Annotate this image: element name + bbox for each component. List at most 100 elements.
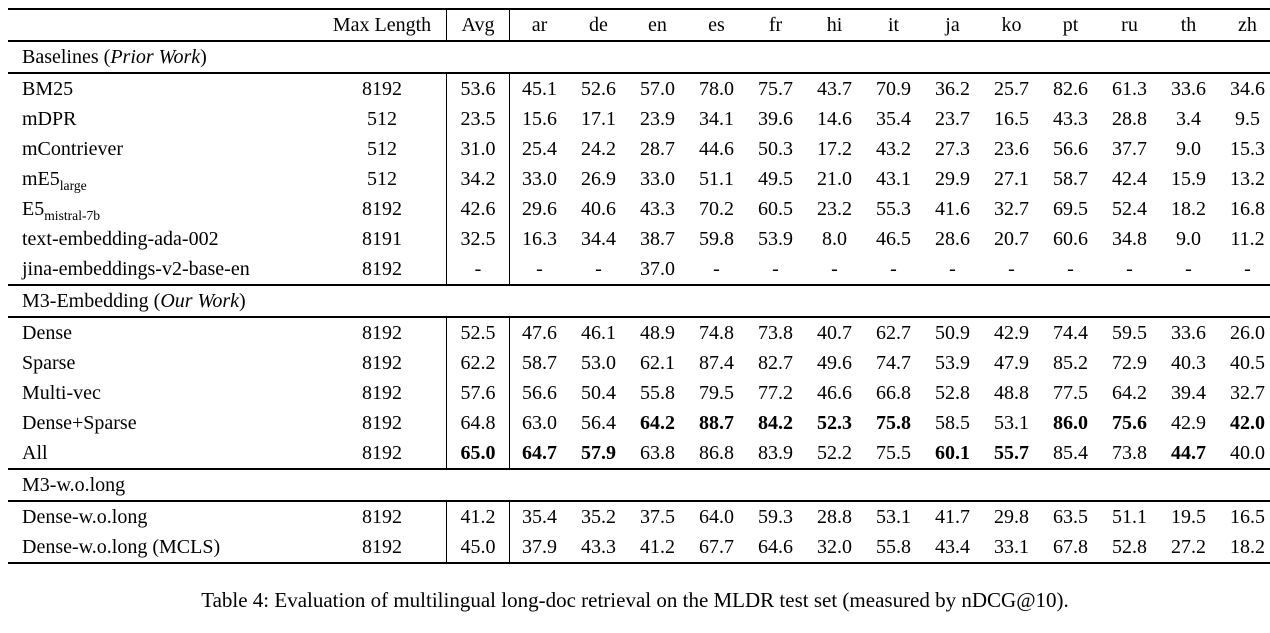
model-name: Multi-vec [22, 382, 101, 404]
score-ko: 23.6 [994, 138, 1029, 160]
score-pt: - [1067, 258, 1074, 280]
score-it: 43.1 [876, 168, 911, 190]
score-ko: 27.1 [994, 168, 1029, 190]
score-pt: 85.2 [1053, 352, 1088, 374]
section-row: M3-w.o.long [8, 469, 1270, 501]
score-pt: 86.0 [1053, 412, 1088, 434]
score-de: 26.9 [581, 168, 616, 190]
model-name: E5mistral-7b [22, 198, 101, 223]
score-ru: 61.3 [1112, 78, 1147, 100]
table-row: Dense-w.o.long (MCLS) 8192 45.0 37.9 43.3 41.… [8, 532, 1270, 563]
score-pt: 63.5 [1053, 506, 1088, 528]
score-ru: 72.9 [1112, 352, 1147, 374]
max-length-value: 512 [367, 108, 397, 130]
score-de: 57.9 [581, 442, 616, 464]
score-th: 33.6 [1171, 78, 1206, 100]
table-header: Max Length Avg ar de en es fr hi it ja ko pt ru th zh [8, 9, 1270, 41]
avg-value: 32.5 [446, 224, 510, 254]
score-ko: 53.1 [994, 412, 1029, 434]
max-length-value: 8192 [362, 258, 402, 280]
score-es: 78.0 [699, 78, 734, 100]
avg-value: 31.0 [446, 134, 510, 164]
max-length-value: 512 [367, 168, 397, 190]
score-fr: 83.9 [758, 442, 793, 464]
score-ko: 25.7 [994, 78, 1029, 100]
score-es: 59.8 [699, 228, 734, 250]
score-de: 50.4 [581, 382, 616, 404]
score-th: 44.7 [1171, 442, 1206, 464]
score-de: 24.2 [581, 138, 616, 160]
score-en: 37.5 [640, 506, 675, 528]
score-en: 57.0 [640, 78, 675, 100]
score-hi: 40.7 [817, 322, 852, 344]
table-row: Dense 8192 52.5 47.6 46.1 48.9 74.8 73.8 40.7 62.… [8, 317, 1270, 348]
score-fr: 84.2 [758, 412, 793, 434]
score-pt: 67.8 [1053, 536, 1088, 558]
score-en: 63.8 [640, 442, 675, 464]
score-fr: - [772, 258, 779, 280]
avg-value: 53.6 [446, 73, 510, 104]
score-ko: 47.9 [994, 352, 1029, 374]
score-it: - [890, 258, 897, 280]
model-name: mDPR [22, 108, 77, 130]
score-ru: 75.6 [1112, 412, 1147, 434]
score-ru: 28.8 [1112, 108, 1147, 130]
col-header-th: th [1180, 14, 1197, 36]
score-fr: 39.6 [758, 108, 793, 130]
col-header-fr: fr [768, 14, 783, 36]
avg-value: - [446, 254, 510, 285]
score-hi: 43.7 [817, 78, 852, 100]
score-pt: 60.6 [1053, 228, 1088, 250]
col-header-ja: ja [945, 14, 960, 36]
score-hi: 8.0 [822, 228, 847, 250]
score-ar: 37.9 [522, 536, 557, 558]
table-row: Sparse 8192 62.2 58.7 53.0 62.1 87.4 82.7 49.6 74… [8, 348, 1270, 378]
score-fr: 59.3 [758, 506, 793, 528]
score-de: 40.6 [581, 198, 616, 220]
score-ko: 42.9 [994, 322, 1029, 344]
score-it: 75.5 [876, 442, 911, 464]
table-row: Dense-w.o.long 8192 41.2 35.4 35.2 37.5 64.0 59… [8, 501, 1270, 532]
score-es: 87.4 [699, 352, 734, 374]
score-th: 9.0 [1176, 138, 1201, 160]
score-zh: 15.3 [1230, 138, 1265, 160]
score-es: 86.8 [699, 442, 734, 464]
score-de: 52.6 [581, 78, 616, 100]
max-length-value: 512 [367, 138, 397, 160]
max-length-value: 8192 [362, 352, 402, 374]
score-it: 74.7 [876, 352, 911, 374]
max-length-value: 8192 [362, 536, 402, 558]
score-en: 43.3 [640, 198, 675, 220]
score-ja: 23.7 [935, 108, 970, 130]
score-ru: 64.2 [1112, 382, 1147, 404]
score-th: 27.2 [1171, 536, 1206, 558]
score-ja: 28.6 [935, 228, 970, 250]
score-ko: 32.7 [994, 198, 1029, 220]
score-ko: 55.7 [994, 442, 1029, 464]
score-pt: 58.7 [1053, 168, 1088, 190]
score-es: - [713, 258, 720, 280]
score-th: 9.0 [1176, 228, 1201, 250]
score-ar: 58.7 [522, 352, 557, 374]
table-caption: Table 4: Evaluation of multilingual long… [201, 588, 1069, 612]
model-name: mE5large [22, 168, 87, 193]
score-zh: 32.7 [1230, 382, 1265, 404]
score-hi: 21.0 [817, 168, 852, 190]
score-fr: 49.5 [758, 168, 793, 190]
score-ja: 41.6 [935, 198, 970, 220]
score-fr: 64.6 [758, 536, 793, 558]
score-en: 48.9 [640, 322, 675, 344]
table-body: Baselines (Prior Work) BM25 8192 53.6 45.1 52… [8, 41, 1270, 563]
max-length-value: 8191 [362, 228, 402, 250]
score-zh: 16.8 [1230, 198, 1265, 220]
score-es: 44.6 [699, 138, 734, 160]
score-zh: 16.5 [1230, 506, 1265, 528]
score-zh: 11.2 [1230, 228, 1265, 250]
section-title: M3-Embedding (Our Work) [22, 290, 246, 312]
score-zh: 40.0 [1230, 442, 1265, 464]
score-ja: 50.9 [935, 322, 970, 344]
avg-value: 62.2 [446, 348, 510, 378]
table-row: Dense+Sparse 8192 64.8 63.0 56.4 64.2 88.7 84.2… [8, 408, 1270, 438]
score-ar: 29.6 [522, 198, 557, 220]
model-name: Dense+Sparse [22, 412, 137, 434]
